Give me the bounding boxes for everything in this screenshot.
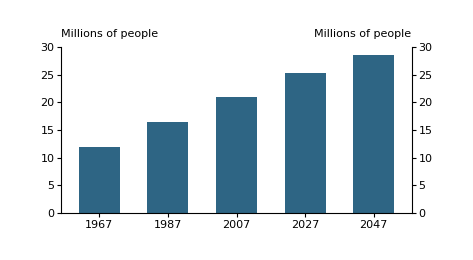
Bar (353, 55, 394, 213)
Bar (216, 97, 257, 213)
Text: Millions of people: Millions of people (315, 29, 412, 39)
Bar (79, 147, 120, 213)
Bar (147, 122, 188, 213)
Bar (285, 73, 326, 213)
Text: Millions of people: Millions of people (61, 29, 158, 39)
